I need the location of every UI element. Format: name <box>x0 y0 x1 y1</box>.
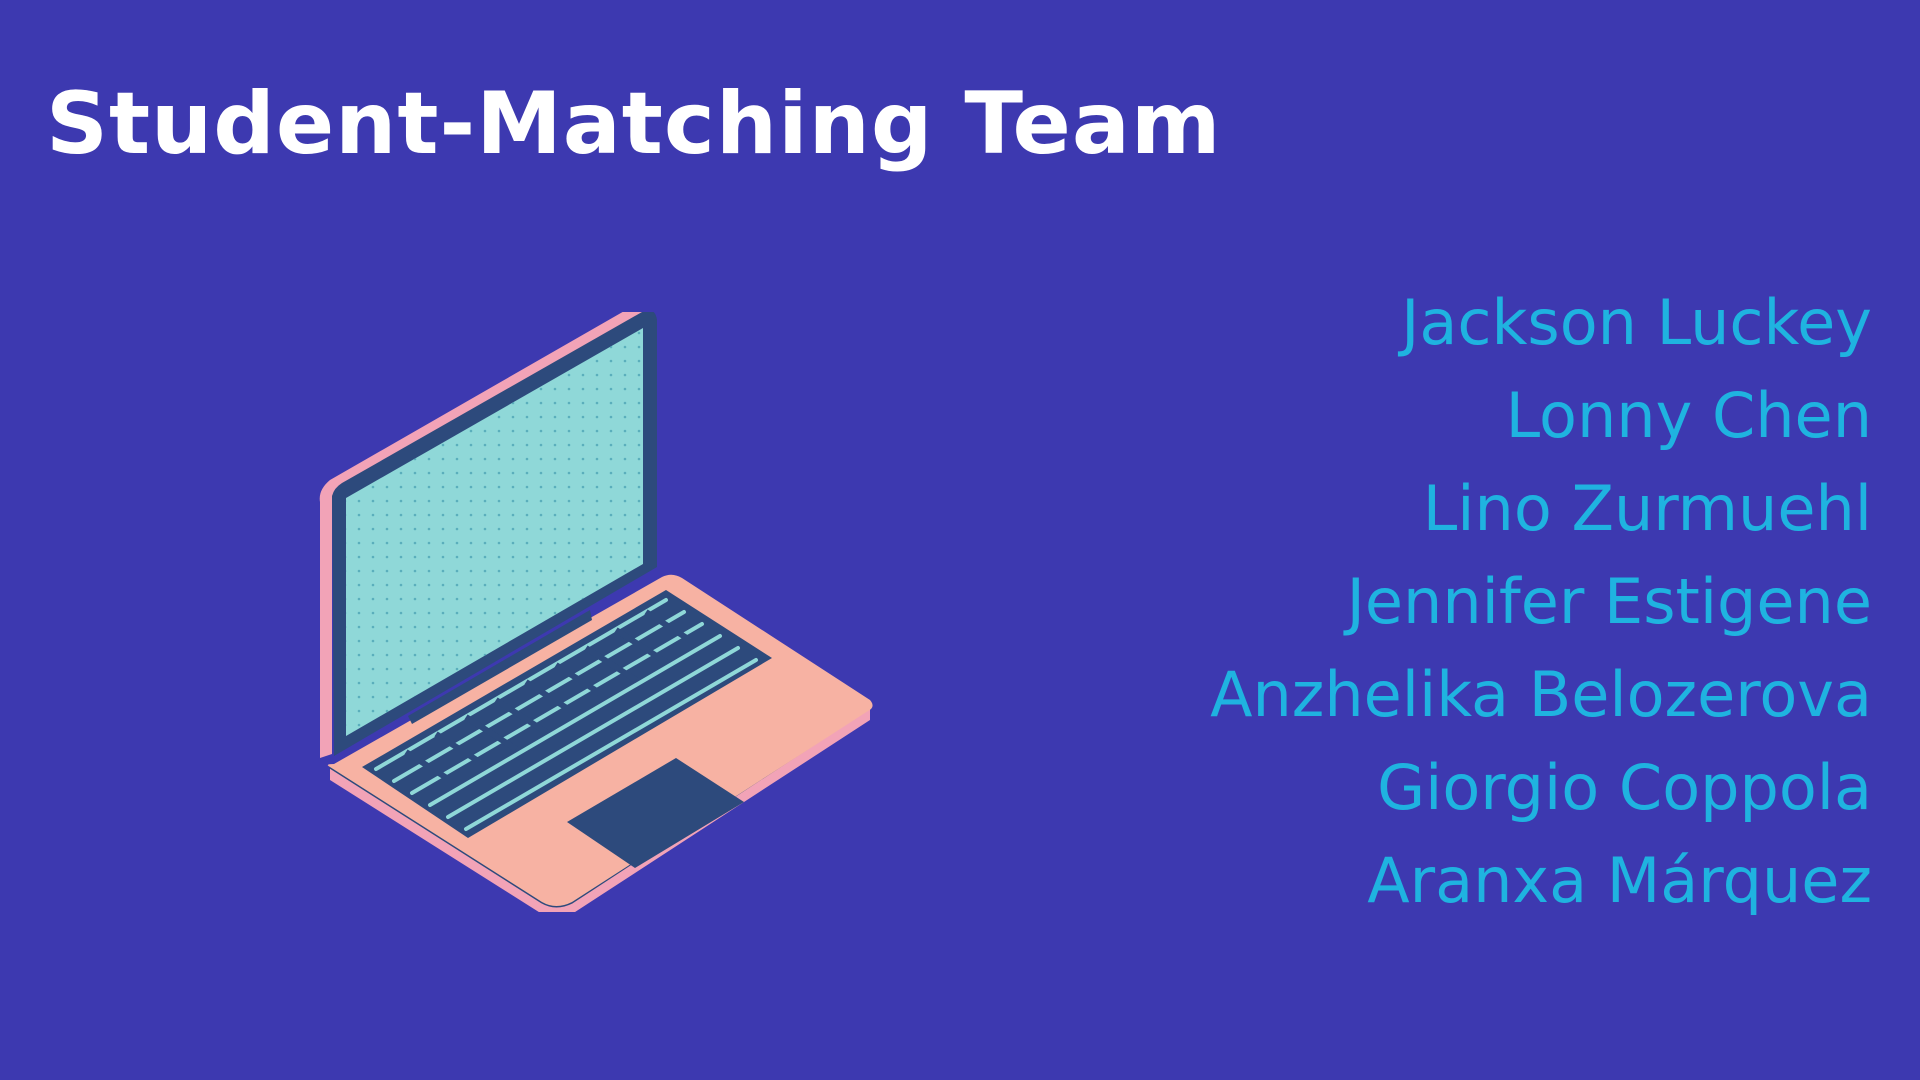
team-member-name: Jackson Luckey <box>1401 286 1872 359</box>
team-member-name: Jennifer Estigene <box>1346 565 1872 638</box>
team-member-name: Lino Zurmuehl <box>1422 472 1872 545</box>
team-member-name: Aranxa Márquez <box>1367 844 1872 917</box>
slide-title: Student-Matching Team <box>46 74 1222 174</box>
team-member-name: Giorgio Coppola <box>1377 751 1872 824</box>
team-member-list: Jackson Luckey Lonny Chen Lino Zurmuehl … <box>1210 276 1872 927</box>
team-member-name: Anzhelika Belozerova <box>1210 658 1872 731</box>
team-member-name: Lonny Chen <box>1505 379 1872 452</box>
laptop-icon <box>319 312 873 912</box>
